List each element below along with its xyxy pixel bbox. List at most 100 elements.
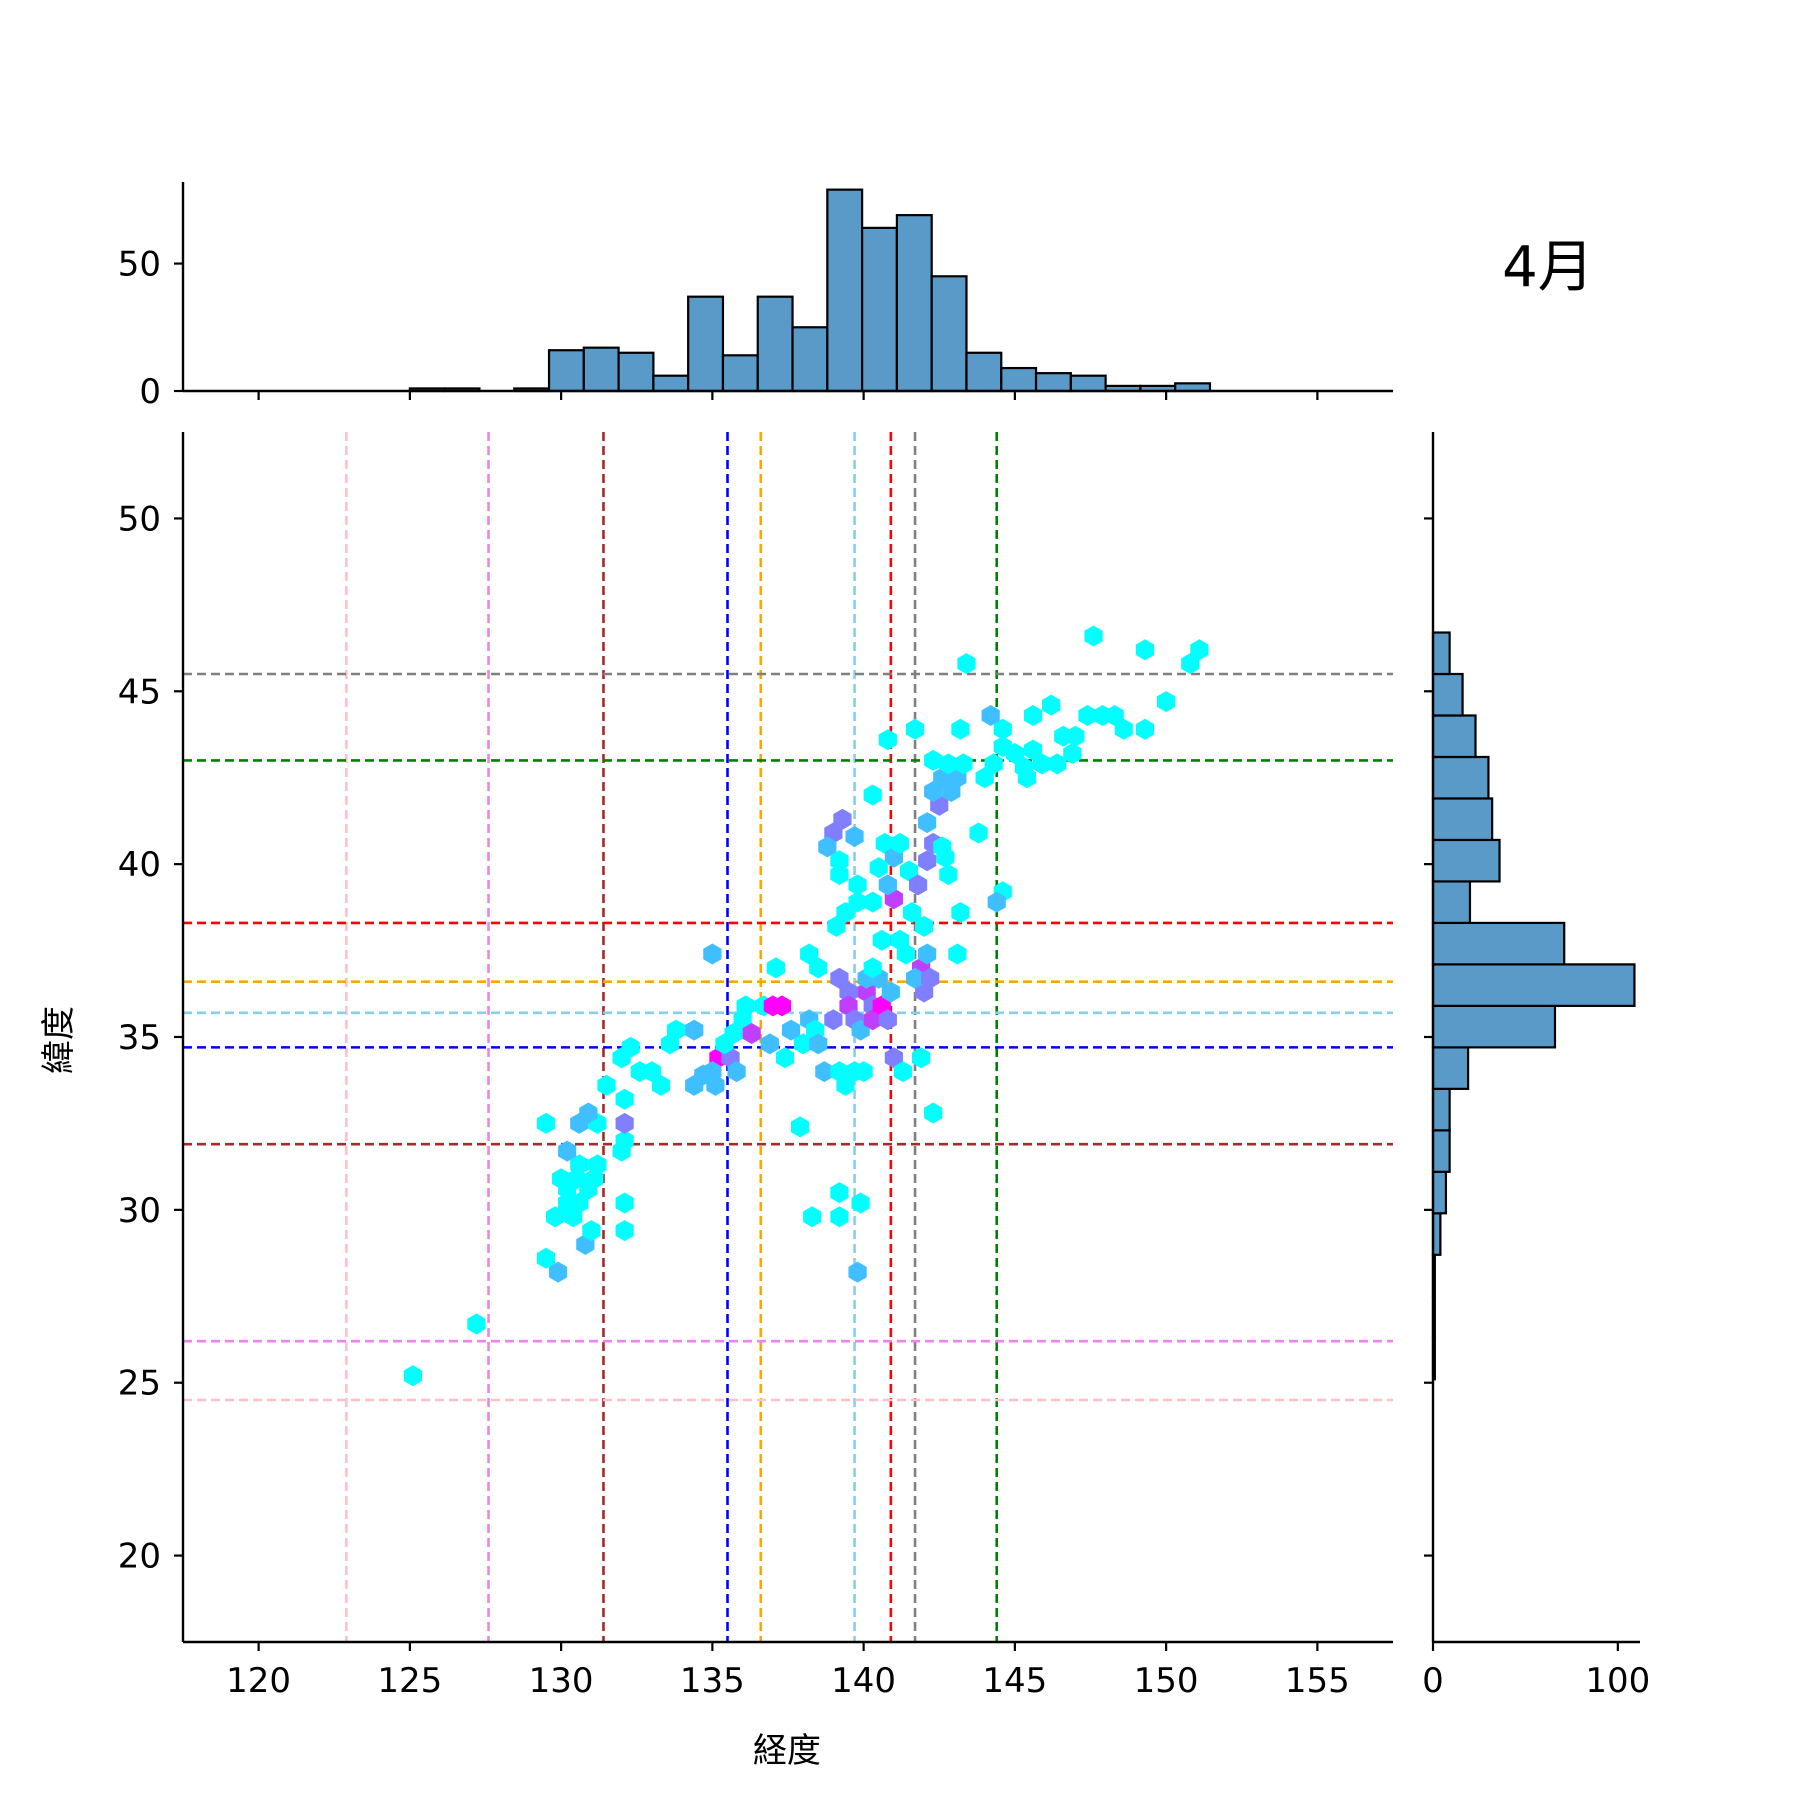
hexbin-cell [918, 850, 937, 872]
hexbin-cell [621, 1036, 640, 1058]
hexbin-cell [1114, 718, 1133, 740]
hexbin-cell [872, 929, 891, 951]
month-annotation: 4月 [1502, 235, 1594, 300]
hexbin-cell [615, 1220, 634, 1242]
hexbin-cell [878, 874, 897, 896]
hexbin-cell [924, 749, 943, 771]
x-tick-label: 150 [1134, 1661, 1199, 1701]
hexbin-cell [615, 1130, 634, 1152]
hexbin-cell [536, 1247, 556, 1269]
top-histogram-bar [791, 326, 829, 393]
hexbin-cell [582, 1220, 601, 1242]
hexbin-cell [924, 1102, 943, 1124]
hexbin-cell [951, 718, 970, 740]
right-histogram-bar [1431, 1046, 1470, 1090]
hexbin-cell [760, 1033, 779, 1055]
hexbin-cell [818, 836, 837, 858]
top-histogram-bar [687, 295, 725, 393]
x-tick-label: 125 [377, 1661, 442, 1701]
hexbin-cell [791, 1116, 810, 1138]
hexbin-cell [830, 850, 849, 872]
hexbin-cell [549, 1261, 568, 1283]
hexbin-cell [1157, 691, 1176, 713]
right-hist-x-tick-label: 100 [1585, 1661, 1650, 1701]
hexbin-cell [863, 957, 882, 979]
top-histogram-bar [930, 275, 968, 393]
y-tick-label: 35 [118, 1018, 161, 1058]
hexbin-cell [467, 1313, 486, 1335]
hexbin-cell [918, 812, 937, 834]
hexbin-cell [893, 1061, 913, 1083]
hexbin-cell [1048, 753, 1067, 775]
y-tick-label: 20 [118, 1537, 161, 1577]
hexbin-cell [545, 1206, 565, 1228]
top-histogram-bar [652, 374, 690, 393]
hexbin-cell [975, 767, 994, 789]
hexbin-cell [918, 943, 937, 965]
hexbin-cell [951, 902, 970, 924]
hexbin-cell [666, 1019, 686, 1041]
right-histogram-bar [1431, 838, 1501, 883]
hexbin-cell [685, 1019, 704, 1041]
hexbin-cell [833, 808, 852, 830]
hexbin-cell [830, 864, 849, 886]
hexbin-cell [884, 1047, 903, 1069]
y-tick-label: 50 [118, 499, 161, 539]
hexbin-cell [703, 943, 722, 965]
hexbin-cell [924, 781, 943, 803]
x-tick-label: 155 [1285, 1661, 1350, 1701]
right-histogram-bar [1431, 921, 1566, 966]
hexbin-cell [948, 943, 967, 965]
hexbin-cell [1181, 653, 1200, 675]
hexbin-cell [1063, 743, 1082, 765]
hexbin-cell [987, 891, 1006, 913]
y-tick-label: 30 [118, 1191, 161, 1231]
hexbin-cell [558, 1140, 577, 1162]
y-tick-label: 40 [118, 845, 161, 885]
hexbin-cell [830, 1182, 849, 1204]
hexbin-cell [905, 967, 925, 989]
hexbin-cell [869, 857, 888, 879]
right-histogram [1431, 631, 1636, 1381]
hexbin-cell [1135, 639, 1155, 661]
hexbin-cell [1190, 639, 1209, 661]
hexbin-cell [615, 1088, 634, 1110]
hexbin-cell [766, 957, 785, 979]
hexbin-cell [570, 1192, 589, 1214]
hexbin-cell [863, 1009, 882, 1031]
right-histogram-bar [1431, 755, 1490, 800]
hexbin-cell [896, 943, 916, 965]
x-tick-label: 120 [226, 1661, 291, 1701]
y-axis-label: 緯度 [39, 1006, 79, 1074]
top-histogram-bar [547, 349, 585, 393]
top-hist-y-tick-label: 50 [118, 245, 161, 285]
hexbin-cell [815, 1061, 834, 1083]
top-histogram-bar [965, 351, 1003, 393]
hexbin-cell [936, 846, 955, 868]
hexbin-cell [588, 1154, 607, 1176]
top-hist-y-tick-label: 0 [139, 372, 161, 412]
x-tick-label: 140 [831, 1661, 896, 1701]
hexbin-cell [921, 967, 940, 989]
hexbin-cell [984, 753, 1003, 775]
hexbin-cell [902, 902, 922, 924]
hexbin-cell [597, 1074, 616, 1096]
hexbin-cell [939, 864, 958, 886]
right-histogram-bar [1431, 631, 1451, 676]
right-histogram-bar [1431, 1170, 1448, 1215]
top-histogram-bar [1000, 366, 1038, 393]
hexbin-cell [878, 729, 897, 751]
hexbin-cell [1023, 704, 1043, 726]
hexbin-cell [839, 981, 858, 1003]
hexbin-cell [809, 1033, 828, 1055]
hexbin-cell [651, 1074, 671, 1096]
right-histogram-bar [1431, 1087, 1451, 1132]
top-histogram-bar [895, 214, 933, 393]
hexbin-cell [824, 1009, 843, 1031]
hexbin-cell [1084, 625, 1103, 647]
hexbin-cell [915, 915, 934, 937]
right-histogram-bar [1431, 880, 1472, 925]
hexbin-cell [875, 832, 894, 854]
hexbin-cell [1078, 704, 1097, 726]
hexbin-cell [781, 1019, 801, 1041]
